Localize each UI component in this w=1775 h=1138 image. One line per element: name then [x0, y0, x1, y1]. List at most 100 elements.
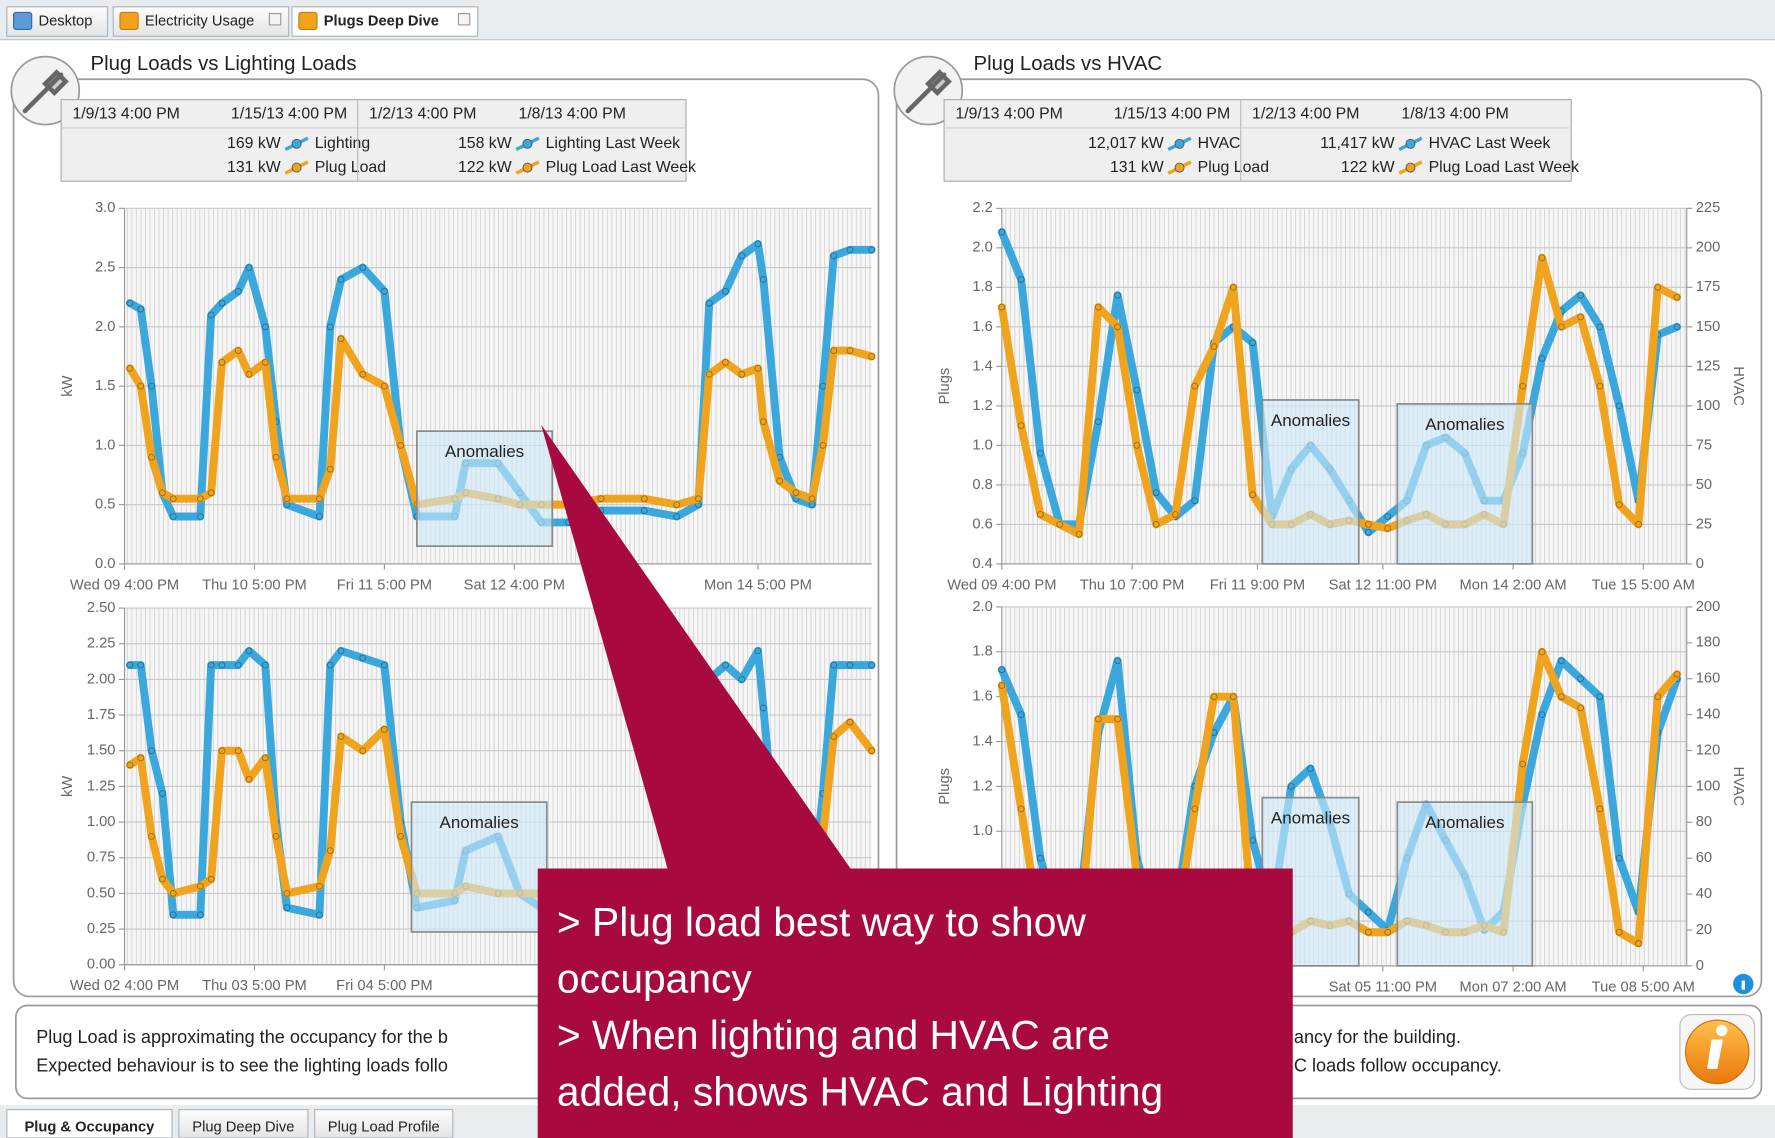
- callout-text: added, shows HVAC and Lighting: [557, 1069, 1163, 1115]
- anomaly-label: Anomalies: [1271, 411, 1350, 430]
- bottom-tab[interactable]: [6, 1109, 173, 1138]
- y-tick-label: 2.0: [95, 319, 115, 335]
- x-tick-label: Thu 10 5:00 PM: [202, 577, 307, 593]
- tab[interactable]: [291, 6, 479, 37]
- series-point: [695, 495, 702, 503]
- series-point: [337, 335, 345, 343]
- series-point: [1538, 355, 1546, 362]
- series-point: [998, 666, 1006, 674]
- series-point: [868, 747, 876, 755]
- series-point: [673, 513, 681, 520]
- anomaly-label: Anomalies: [1425, 813, 1504, 832]
- series-point: [234, 661, 242, 669]
- legend-date: 1/9/13 4:00 PM: [72, 106, 179, 123]
- series-point: [137, 305, 145, 313]
- series-point: [1191, 497, 1199, 505]
- series-point: [792, 489, 800, 497]
- legend-label: HVAC Last Week: [1429, 135, 1551, 152]
- y-tick-label: 2.50: [87, 600, 116, 616]
- tab-close[interactable]: [268, 13, 282, 26]
- series-point: [207, 661, 215, 669]
- series-point: [234, 287, 242, 295]
- y2-tick-label: 150: [1696, 319, 1721, 335]
- y-tick-label: 1.0: [972, 437, 992, 453]
- tab-label: Plugs Deep Dive: [324, 13, 439, 29]
- series-point: [998, 303, 1006, 311]
- series-point: [207, 875, 215, 883]
- series-point: [359, 370, 367, 378]
- legend-date: 1/8/13 4:00 PM: [518, 106, 625, 123]
- series-point: [673, 501, 681, 509]
- legend-value: 131 kW: [227, 159, 281, 176]
- series-point: [1249, 836, 1257, 844]
- y2-tick-label: 75: [1696, 437, 1712, 453]
- legend-swatch-marker: [1174, 138, 1185, 149]
- series-point: [245, 370, 253, 378]
- series-point: [1635, 940, 1642, 947]
- tab[interactable]: [112, 6, 290, 37]
- series-point: [1172, 511, 1179, 518]
- series-point: [359, 264, 367, 272]
- series-point: [159, 875, 166, 883]
- y-tick-label: 2.25: [87, 636, 116, 652]
- x-tick-label: Fri 11 5:00 PM: [337, 577, 432, 593]
- x-tick-label: Sat 05 11:00 PM: [1329, 979, 1437, 995]
- tab-close[interactable]: [457, 13, 471, 26]
- y-tick-label: 2.5: [95, 259, 115, 275]
- series-point: [1635, 521, 1642, 528]
- bottom-tab[interactable]: [178, 1109, 309, 1138]
- y2-tick-label: 50: [1696, 477, 1712, 493]
- y-tick-label: 1.4: [972, 358, 992, 374]
- y2-tick-label: 80: [1696, 814, 1712, 830]
- series-point: [1615, 928, 1623, 936]
- chart: 0.0 0.5 1.0 1.5 2.0 2.5 3.0 Wed 09 4:00 PM Thu 1…: [60, 200, 876, 593]
- series-point: [1364, 928, 1372, 936]
- series-point: [1114, 715, 1121, 723]
- series-point: [1191, 382, 1199, 390]
- legend-swatch-marker: [1405, 162, 1416, 173]
- series-point: [819, 382, 827, 390]
- series-point: [234, 747, 242, 755]
- x-tick-label: Wed 02 4:00 PM: [70, 978, 179, 994]
- series-point: [819, 441, 827, 449]
- panel-title: Plug Loads vs HVAC: [974, 53, 1163, 75]
- series-point: [1094, 715, 1102, 723]
- series-point: [1114, 323, 1121, 331]
- series-point: [1596, 382, 1604, 390]
- series-point: [148, 382, 155, 390]
- anomaly-box: [410, 801, 548, 933]
- y-tick-label: 3.0: [95, 200, 115, 216]
- series-point: [1654, 693, 1662, 701]
- y-tick-label: 2.00: [87, 671, 116, 687]
- y2-tick-label: 140: [1696, 707, 1721, 723]
- legend-value: 122 kW: [458, 159, 512, 176]
- series-point: [1017, 422, 1025, 430]
- bottom-tab[interactable]: [314, 1109, 454, 1138]
- tab[interactable]: [6, 6, 109, 37]
- series-point: [326, 323, 334, 331]
- description-text: C loads follow occupancy.: [1294, 1055, 1502, 1075]
- series-point: [1519, 760, 1527, 768]
- series-point: [1557, 693, 1565, 701]
- series-point: [218, 661, 226, 669]
- series-point: [1094, 418, 1102, 426]
- series-point: [380, 382, 388, 390]
- series-point: [1557, 323, 1565, 331]
- series-point: [754, 647, 762, 655]
- series-point: [1210, 693, 1218, 701]
- series-point: [1210, 343, 1218, 351]
- series-point: [830, 347, 838, 354]
- series-point: [148, 747, 155, 755]
- tab-icon: [119, 11, 139, 31]
- legend-value: 158 kW: [458, 135, 512, 152]
- y-tick-label: 2.2: [972, 200, 992, 216]
- series-point: [1615, 501, 1623, 509]
- series-point: [1364, 521, 1372, 528]
- series-point: [1017, 805, 1025, 813]
- series-point: [196, 911, 204, 919]
- series-point: [1384, 928, 1392, 936]
- callout: [537, 868, 1293, 1138]
- series-point: [830, 661, 838, 669]
- legend-label: Plug Load: [1198, 159, 1269, 176]
- series-point: [1249, 491, 1257, 499]
